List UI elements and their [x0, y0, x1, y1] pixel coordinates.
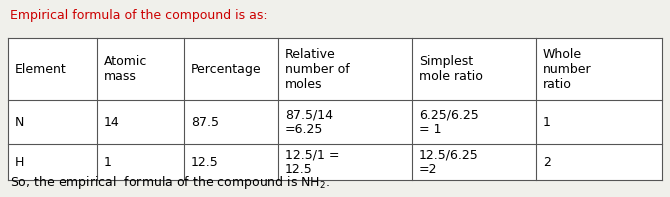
Text: 14: 14	[104, 116, 120, 129]
Text: 12.5: 12.5	[191, 156, 218, 168]
Bar	[8, 38, 662, 180]
Text: Empirical formula of the compound is as:: Empirical formula of the compound is as:	[10, 9, 268, 22]
Text: 12.5/1 =
12.5: 12.5/1 = 12.5	[285, 148, 339, 176]
Text: 12.5/6.25
=2: 12.5/6.25 =2	[419, 148, 478, 176]
Text: 87.5/14
=6.25: 87.5/14 =6.25	[285, 108, 333, 136]
Text: H: H	[15, 156, 24, 168]
Text: 1: 1	[104, 156, 112, 168]
Text: Whole
number
ratio: Whole number ratio	[543, 48, 592, 91]
Text: N: N	[15, 116, 24, 129]
Text: So, the empirical  formula of the compound is NH$_2$.: So, the empirical formula of the compoun…	[10, 174, 330, 191]
Text: 87.5: 87.5	[191, 116, 219, 129]
Text: 1: 1	[543, 116, 551, 129]
Text: Atomic
mass: Atomic mass	[104, 55, 147, 84]
Text: Relative
number of
moles: Relative number of moles	[285, 48, 350, 91]
Text: 6.25/6.25
= 1: 6.25/6.25 = 1	[419, 108, 478, 136]
Text: Percentage: Percentage	[191, 63, 261, 76]
Text: Simplest
mole ratio: Simplest mole ratio	[419, 55, 482, 84]
Text: 2: 2	[543, 156, 551, 168]
Text: Element: Element	[15, 63, 66, 76]
